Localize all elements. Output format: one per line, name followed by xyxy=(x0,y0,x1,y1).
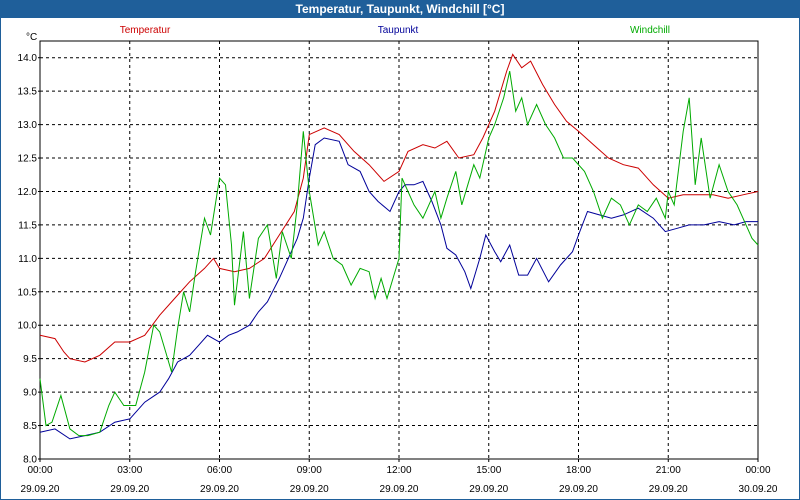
chart-canvas: °C 8.0 8.5 9.0 9.5 10.0 10.5 11.0 11.5 12.0 12.5 1… xyxy=(18,25,778,495)
x-tick-time-label: 21:00 xyxy=(656,465,681,476)
legend-entry: Windchill xyxy=(630,25,670,36)
series-line xyxy=(39,70,759,437)
y-tick-label: 11.0 xyxy=(18,254,37,265)
x-tick-date-label: 29.09.20 xyxy=(21,484,60,495)
x-tick-time-label: 15:00 xyxy=(476,465,501,476)
y-tick-label: 9.5 xyxy=(23,354,37,365)
y-tick-label: 13.0 xyxy=(18,120,38,131)
x-tick-date-label: 29.09.20 xyxy=(110,484,149,495)
x-tick-date-label: 29.09.20 xyxy=(649,484,688,495)
y-tick-label: 11.5 xyxy=(18,220,37,231)
y-tick-label: 10.0 xyxy=(18,321,38,332)
legend: Temperatur Taupunkt Windchill xyxy=(120,25,670,36)
x-tick-date-label: 29.09.20 xyxy=(559,484,598,495)
y-tick-label: 14.0 xyxy=(18,53,38,64)
x-tick-time-label: 18:00 xyxy=(566,465,591,476)
x-tick-date-label: 29.09.20 xyxy=(290,484,329,495)
y-tick-label: 12.0 xyxy=(18,187,38,198)
chart-title: Temperatur, Taupunkt, Windchill [°C] xyxy=(0,0,800,18)
x-tick-time-label: 03:00 xyxy=(117,465,142,476)
legend-entry: Taupunkt xyxy=(378,25,419,36)
x-axis-ticks: 00:00 29.09.20 03:00 29.09.20 06:00 29.09.20 0… xyxy=(21,459,778,495)
x-tick-date-label: 29.09.20 xyxy=(200,484,239,495)
y-tick-label: 8.5 xyxy=(23,421,37,432)
x-tick-date-label: 29.09.20 xyxy=(380,484,419,495)
y-tick-label: 8.0 xyxy=(23,455,37,466)
series-line xyxy=(39,53,759,363)
y-tick-label: 12.5 xyxy=(18,154,38,165)
y-tick-label: 13.5 xyxy=(18,87,38,98)
legend-entry: Temperatur xyxy=(120,25,171,36)
x-tick-date-label: 29.09.20 xyxy=(469,484,508,495)
y-tick-label: 9.0 xyxy=(23,388,37,399)
y-axis-label: °C xyxy=(26,32,37,43)
x-tick-time-label: 06:00 xyxy=(207,465,232,476)
grid xyxy=(40,41,758,459)
x-tick-time-label: 12:00 xyxy=(386,465,411,476)
x-tick-time-label: 09:00 xyxy=(297,465,322,476)
y-axis-ticks: 8.0 8.5 9.0 9.5 10.0 10.5 11.0 11.5 12.0 12.5 13.0… xyxy=(18,53,40,466)
y-tick-label: 10.5 xyxy=(18,287,38,298)
x-tick-time-label: 00:00 xyxy=(745,465,770,476)
series xyxy=(39,53,759,440)
x-tick-date-label: 30.09.20 xyxy=(739,484,778,495)
x-tick-time-label: 00:00 xyxy=(27,465,52,476)
